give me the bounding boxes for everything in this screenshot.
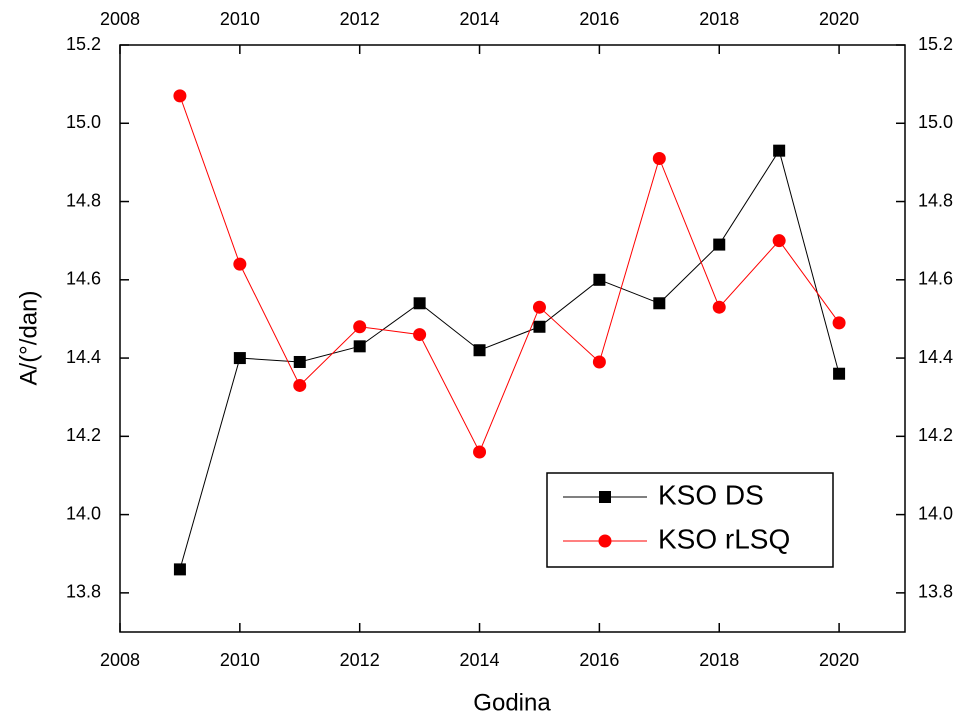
y-tick-label: 13.8 xyxy=(66,582,101,602)
legend-box xyxy=(546,472,834,568)
marker xyxy=(413,328,427,342)
y-tick-label: 14.0 xyxy=(66,503,101,523)
marker xyxy=(773,144,786,157)
legend-label: KSO DS xyxy=(658,479,764,510)
marker xyxy=(593,273,606,286)
legend-marker xyxy=(598,534,612,548)
y-tick-label-right: 14.2 xyxy=(918,425,953,445)
marker xyxy=(233,257,247,271)
marker xyxy=(532,300,546,314)
x-tick-label-top: 2014 xyxy=(460,9,500,29)
marker xyxy=(473,445,487,459)
plot-frame xyxy=(119,44,906,633)
marker xyxy=(473,344,486,357)
series-line xyxy=(179,95,840,454)
y-tick-label-right: 14.8 xyxy=(918,190,953,210)
y-tick-label: 14.6 xyxy=(66,269,101,289)
x-tick-label: 2008 xyxy=(100,650,140,670)
x-tick-label: 2016 xyxy=(579,650,619,670)
marker xyxy=(413,297,426,310)
marker xyxy=(592,355,606,369)
x-tick-label-top: 2018 xyxy=(699,9,739,29)
x-tick-label: 2018 xyxy=(699,650,739,670)
y-tick-label: 15.2 xyxy=(66,34,101,54)
x-tick-label: 2010 xyxy=(220,650,260,670)
y-tick-label-right: 15.0 xyxy=(918,112,953,132)
legend-label: KSO rLSQ xyxy=(658,523,790,554)
y-tick-label: 15.0 xyxy=(66,112,101,132)
marker xyxy=(173,563,186,576)
marker xyxy=(293,355,306,368)
marker xyxy=(233,352,246,365)
x-axis-label: Godina xyxy=(473,689,551,716)
series-line xyxy=(179,149,840,570)
y-tick-label: 14.4 xyxy=(66,347,101,367)
legend: KSO DS KSO rLSQ xyxy=(546,472,834,568)
marker xyxy=(832,316,846,330)
marker xyxy=(713,238,726,251)
x-tick-label-top: 2008 xyxy=(100,9,140,29)
marker xyxy=(833,367,846,380)
marker xyxy=(653,297,666,310)
marker xyxy=(353,320,367,334)
x-tick-label: 2012 xyxy=(340,650,380,670)
y-tick-label: 14.8 xyxy=(66,190,101,210)
x-tick-label: 2014 xyxy=(460,650,500,670)
legend-marker xyxy=(599,491,611,503)
x-tick-label: 2020 xyxy=(819,650,859,670)
marker xyxy=(173,89,187,103)
y-tick-label-right: 14.0 xyxy=(918,503,953,523)
y-tick-label-right: 14.6 xyxy=(918,269,953,289)
marker xyxy=(533,320,546,333)
y-axis-label: A/(°/dan) xyxy=(15,291,42,386)
x-tick-label-top: 2020 xyxy=(819,9,859,29)
marker xyxy=(712,300,726,314)
marker xyxy=(772,234,786,248)
x-tick-label-top: 2012 xyxy=(340,9,380,29)
y-tick-label-right: 15.2 xyxy=(918,34,953,54)
marker xyxy=(293,378,307,392)
y-tick-label-right: 14.4 xyxy=(918,347,953,367)
x-tick-label-top: 2010 xyxy=(220,9,260,29)
x-tick-label-top: 2016 xyxy=(579,9,619,29)
marker xyxy=(353,340,366,353)
y-tick-label-right: 13.8 xyxy=(918,582,953,602)
y-tick-label: 14.2 xyxy=(66,425,101,445)
marker xyxy=(652,151,666,165)
